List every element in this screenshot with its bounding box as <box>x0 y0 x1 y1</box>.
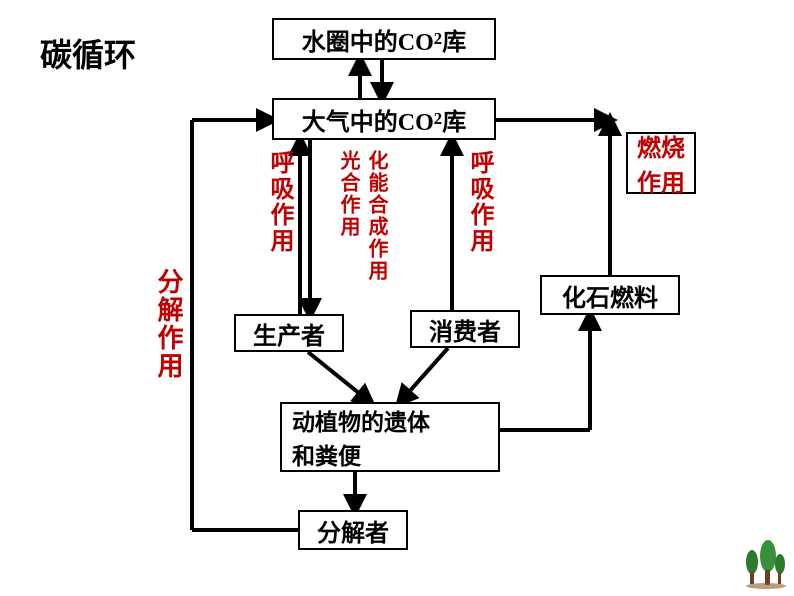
label-combustion: 燃烧作用 <box>626 132 696 194</box>
label-decomposition: 分解作用 <box>150 268 187 380</box>
node-decomposer: 分解者 <box>298 510 408 550</box>
label-respiration-producer: 呼吸作用 <box>262 150 297 254</box>
node-producer: 生产者 <box>234 314 344 352</box>
node-remains: 动植物的遗体和粪便 <box>280 402 500 472</box>
node-hydrosphere: 水圈中的CO2库 <box>272 18 496 60</box>
node-fossil-fuel: 化石燃料 <box>540 275 680 315</box>
tree-icon <box>738 540 788 590</box>
label-photosynthesis: 光合作用 <box>334 150 363 238</box>
label-chemosynthesis: 化能合成作用 <box>362 150 391 282</box>
diagram-title: 碳循环 <box>40 30 136 76</box>
node-consumer: 消费者 <box>410 310 520 348</box>
node-atmosphere: 大气中的CO2库 <box>272 98 496 140</box>
label-respiration-consumer: 呼吸作用 <box>462 150 497 254</box>
